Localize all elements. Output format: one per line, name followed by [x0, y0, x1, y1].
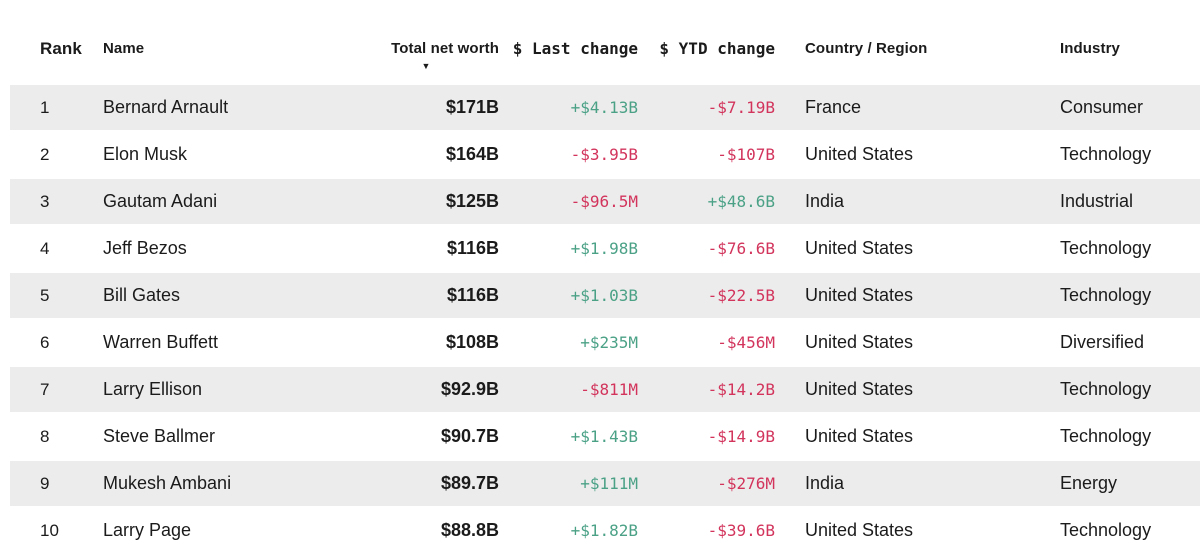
cell-ytd_change: -$39.6B — [707, 521, 775, 540]
cell-last_change: -$3.95B — [570, 145, 638, 164]
cell-country: United States — [805, 520, 914, 540]
cell-industry: Consumer — [1060, 97, 1144, 117]
cell-name: Jeff Bezos — [103, 238, 187, 258]
cell-name: Larry Page — [103, 520, 192, 540]
cell-industry: Industrial — [1060, 191, 1134, 211]
column-header-label: Name — [103, 40, 145, 57]
table-row[interactable]: 7 Larry Ellison $92.9B -$811M -$14.2B United … — [10, 367, 1200, 412]
cell-industry: Technology — [1060, 238, 1152, 258]
cell-name: Bernard Arnault — [103, 97, 229, 117]
table-row[interactable]: 2 Elon Musk $164B -$3.95B -$107B United State… — [10, 132, 1200, 177]
cell-country: United States — [805, 144, 914, 164]
column-header-label: Country / Region — [805, 40, 928, 57]
cell-rank: 4 — [40, 238, 50, 258]
table-row[interactable]: 10 Larry Page $88.8B +$1.82B -$39.6B United S… — [10, 508, 1200, 551]
cell-name: Bill Gates — [103, 285, 181, 305]
cell-last_change: +$1.82B — [570, 521, 638, 540]
cell-last_change: -$96.5M — [570, 192, 638, 211]
table-row[interactable]: 3 Gautam Adani $125B -$96.5M +$48.6B India Ind… — [10, 179, 1200, 224]
cell-industry: Technology — [1060, 379, 1152, 399]
table-row[interactable]: 6 Warren Buffett $108B +$235M -$456M United S… — [10, 320, 1200, 365]
cell-name: Warren Buffett — [103, 332, 219, 352]
cell-net_worth: $90.7B — [440, 426, 499, 446]
cell-rank: 2 — [40, 144, 50, 164]
cell-country: France — [805, 97, 862, 117]
cell-industry: Technology — [1060, 426, 1152, 446]
billionaires-table: Rank Name Total net worth ▼ $ Last change $ Y… — [10, 0, 1200, 551]
cell-net_worth: $116B — [446, 238, 499, 258]
cell-net_worth: $164B — [445, 144, 499, 164]
cell-ytd_change: -$14.2B — [707, 380, 775, 399]
cell-name: Elon Musk — [103, 144, 188, 164]
cell-last_change: +$1.98B — [570, 239, 638, 258]
table-body: 1 Bernard Arnault $171B +$4.13B -$7.19B Franc… — [10, 85, 1200, 551]
cell-net_worth: $108B — [445, 332, 499, 352]
sort-desc-icon: ▼ — [421, 61, 431, 71]
cell-ytd_change: -$76.6B — [707, 239, 775, 258]
column-header-label: $ Last change — [512, 40, 638, 58]
cell-name: Steve Ballmer — [103, 426, 216, 446]
cell-last_change: -$811M — [580, 380, 638, 399]
cell-last_change: +$235M — [580, 333, 638, 352]
cell-name: Mukesh Ambani — [103, 473, 232, 493]
cell-net_worth: $125B — [445, 191, 499, 211]
column-header-rank[interactable]: Rank — [10, 40, 103, 58]
table-row[interactable]: 8 Steve Ballmer $90.7B +$1.43B -$14.9B United… — [10, 414, 1200, 459]
column-header-country[interactable]: Country / Region — [775, 40, 1060, 58]
cell-net_worth: $89.7B — [440, 473, 499, 493]
cell-name: Gautam Adani — [103, 191, 218, 211]
column-header-label: $ YTD change — [659, 40, 775, 58]
cell-ytd_change: +$48.6B — [707, 192, 775, 211]
cell-country: United States — [805, 426, 914, 446]
cell-rank: 1 — [40, 97, 50, 117]
table-row[interactable]: 4 Jeff Bezos $116B +$1.98B -$76.6B United Sta… — [10, 226, 1200, 271]
column-header-name[interactable]: Name — [103, 40, 353, 58]
cell-last_change: +$1.43B — [570, 427, 638, 446]
cell-rank: 7 — [40, 379, 50, 399]
cell-ytd_change: -$14.9B — [707, 427, 775, 446]
cell-country: United States — [805, 285, 914, 305]
cell-last_change: +$1.03B — [570, 286, 638, 305]
column-header-net_worth[interactable]: Total net worth ▼ — [353, 40, 499, 72]
column-header-industry[interactable]: Industry — [1060, 40, 1200, 58]
cell-rank: 8 — [40, 426, 50, 446]
cell-industry: Technology — [1060, 285, 1152, 305]
cell-last_change: +$4.13B — [570, 98, 638, 117]
cell-country: United States — [805, 379, 914, 399]
cell-industry: Technology — [1060, 144, 1152, 164]
cell-name: Larry Ellison — [103, 379, 203, 399]
cell-last_change: +$111M — [580, 474, 638, 493]
cell-net_worth: $116B — [446, 285, 499, 305]
cell-industry: Energy — [1060, 473, 1118, 493]
table-header-row: Rank Name Total net worth ▼ $ Last change $ Y… — [10, 40, 1200, 85]
cell-industry: Technology — [1060, 520, 1152, 540]
table-row[interactable]: 5 Bill Gates $116B +$1.03B -$22.5B United Sta… — [10, 273, 1200, 318]
cell-country: United States — [805, 238, 914, 258]
cell-country: India — [805, 473, 845, 493]
cell-rank: 10 — [40, 520, 59, 540]
cell-net_worth: $171B — [445, 97, 499, 117]
cell-rank: 9 — [40, 473, 50, 493]
column-header-label: Industry — [1060, 40, 1120, 57]
column-header-last_change[interactable]: $ Last change — [499, 40, 638, 58]
cell-country: India — [805, 191, 845, 211]
cell-rank: 6 — [40, 332, 50, 352]
cell-industry: Diversified — [1060, 332, 1145, 352]
cell-country: United States — [805, 332, 914, 352]
table-row[interactable]: 1 Bernard Arnault $171B +$4.13B -$7.19B Franc… — [10, 85, 1200, 130]
column-header-label: Rank — [40, 40, 82, 58]
column-header-ytd_change[interactable]: $ YTD change — [638, 40, 775, 58]
cell-rank: 3 — [40, 191, 50, 211]
cell-ytd_change: -$456M — [717, 333, 775, 352]
cell-net_worth: $88.8B — [440, 520, 499, 540]
cell-ytd_change: -$7.19B — [707, 98, 775, 117]
cell-net_worth: $92.9B — [440, 379, 499, 399]
cell-ytd_change: -$107B — [717, 145, 775, 164]
cell-ytd_change: -$22.5B — [707, 286, 775, 305]
cell-ytd_change: -$276M — [717, 474, 775, 493]
column-header-label: Total net worth — [391, 40, 499, 57]
cell-rank: 5 — [40, 285, 50, 305]
table-row[interactable]: 9 Mukesh Ambani $89.7B +$111M -$276M India Ene… — [10, 461, 1200, 506]
